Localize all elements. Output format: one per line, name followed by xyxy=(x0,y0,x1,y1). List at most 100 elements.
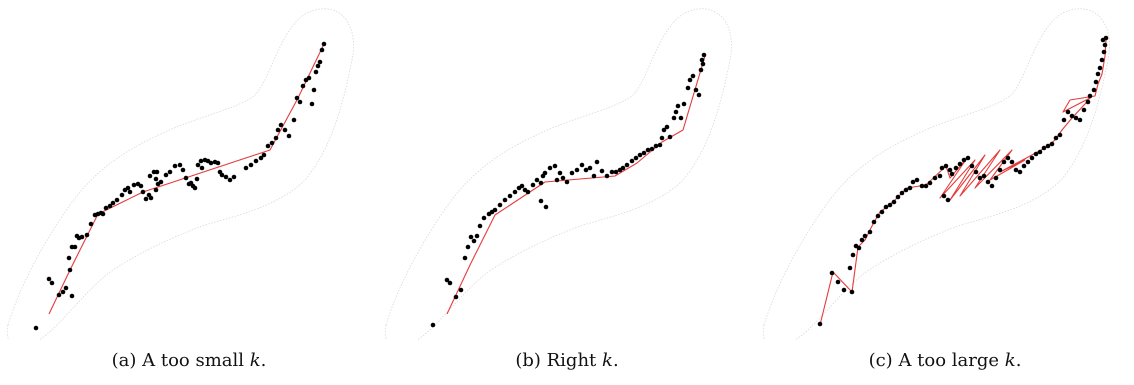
data-point xyxy=(961,157,967,163)
data-point xyxy=(297,99,303,105)
data-point xyxy=(507,193,513,199)
data-point xyxy=(453,294,459,300)
data-point xyxy=(265,143,271,149)
data-point xyxy=(957,161,963,167)
panel-a: (a) A too small k. xyxy=(0,0,378,385)
data-point xyxy=(1033,151,1039,157)
data-point xyxy=(624,162,630,168)
data-point xyxy=(989,183,995,189)
data-point xyxy=(1009,159,1015,165)
data-point xyxy=(49,280,55,286)
data-point xyxy=(1025,159,1031,165)
data-point xyxy=(552,163,558,169)
data-point xyxy=(125,185,131,191)
data-point xyxy=(471,238,477,244)
data-point xyxy=(1093,79,1099,85)
caption-c-text: A too large xyxy=(898,350,1005,371)
caption-c-k: k xyxy=(1004,350,1016,371)
data-point xyxy=(659,135,665,141)
data-point xyxy=(997,167,1003,173)
data-point xyxy=(1029,155,1035,161)
data-point xyxy=(547,165,553,171)
panel-c: (c) A too large k. xyxy=(756,0,1134,385)
data-point xyxy=(1069,113,1075,119)
data-point xyxy=(153,187,159,193)
data-point xyxy=(599,168,605,174)
data-point xyxy=(1001,159,1007,165)
data-point xyxy=(67,267,73,273)
data-point xyxy=(693,87,699,93)
data-point xyxy=(698,67,704,73)
data-point xyxy=(569,170,575,176)
data-point xyxy=(261,152,267,158)
data-point xyxy=(1041,145,1047,151)
data-point xyxy=(275,127,281,133)
data-point xyxy=(481,215,487,221)
data-point xyxy=(194,176,200,182)
data-point xyxy=(675,103,681,109)
data-point xyxy=(649,146,655,152)
data-point xyxy=(850,252,856,258)
data-point xyxy=(502,197,508,203)
data-point xyxy=(273,135,279,141)
caption-c-label: (c) xyxy=(868,350,893,371)
data-point xyxy=(949,171,955,177)
data-point xyxy=(153,176,159,182)
data-point xyxy=(542,170,548,176)
data-point xyxy=(667,134,673,140)
data-point xyxy=(560,175,566,181)
data-point xyxy=(937,173,943,179)
data-point xyxy=(899,190,905,196)
data-point xyxy=(227,177,233,183)
data-point xyxy=(269,140,275,146)
data-point xyxy=(919,183,925,189)
data-point xyxy=(1053,135,1059,141)
data-point xyxy=(1099,57,1105,63)
data-point xyxy=(696,92,702,98)
data-point xyxy=(953,165,959,171)
data-point xyxy=(319,47,325,53)
data-point xyxy=(907,185,913,191)
data-point xyxy=(294,95,300,101)
data-point xyxy=(981,173,987,179)
data-point xyxy=(841,287,847,293)
data-point xyxy=(468,234,474,240)
data-point xyxy=(63,285,69,291)
data-point xyxy=(969,163,975,169)
data-point xyxy=(856,245,862,251)
data-point xyxy=(883,204,889,210)
data-point xyxy=(947,167,953,173)
data-point xyxy=(965,155,971,161)
caption-b-k: k xyxy=(602,350,613,371)
data-point xyxy=(253,158,259,164)
data-point xyxy=(110,200,116,206)
data-point xyxy=(943,163,949,169)
data-point xyxy=(321,41,327,47)
data-point xyxy=(701,52,707,58)
data-point xyxy=(583,167,589,173)
data-point xyxy=(604,173,610,179)
data-point xyxy=(817,321,823,327)
data-point xyxy=(474,233,480,239)
caption-a-k: k xyxy=(249,350,261,371)
data-point xyxy=(1097,65,1103,71)
data-point xyxy=(103,205,109,211)
data-point xyxy=(685,85,691,91)
data-point xyxy=(192,185,198,191)
data-point xyxy=(664,124,670,130)
data-point xyxy=(84,232,90,238)
data-point xyxy=(671,115,677,121)
data-point xyxy=(107,203,113,209)
data-point xyxy=(167,169,173,175)
plot-layer xyxy=(762,8,1110,340)
data-point xyxy=(215,160,221,166)
caption-a: (a) A too small k. xyxy=(0,350,378,372)
data-point xyxy=(973,169,979,175)
caption-a-text: A too small xyxy=(142,350,250,371)
data-point xyxy=(497,202,503,208)
data-point xyxy=(163,172,169,178)
data-point xyxy=(154,169,160,175)
data-point xyxy=(591,173,597,179)
data-point xyxy=(430,322,436,328)
data-point xyxy=(939,165,945,171)
